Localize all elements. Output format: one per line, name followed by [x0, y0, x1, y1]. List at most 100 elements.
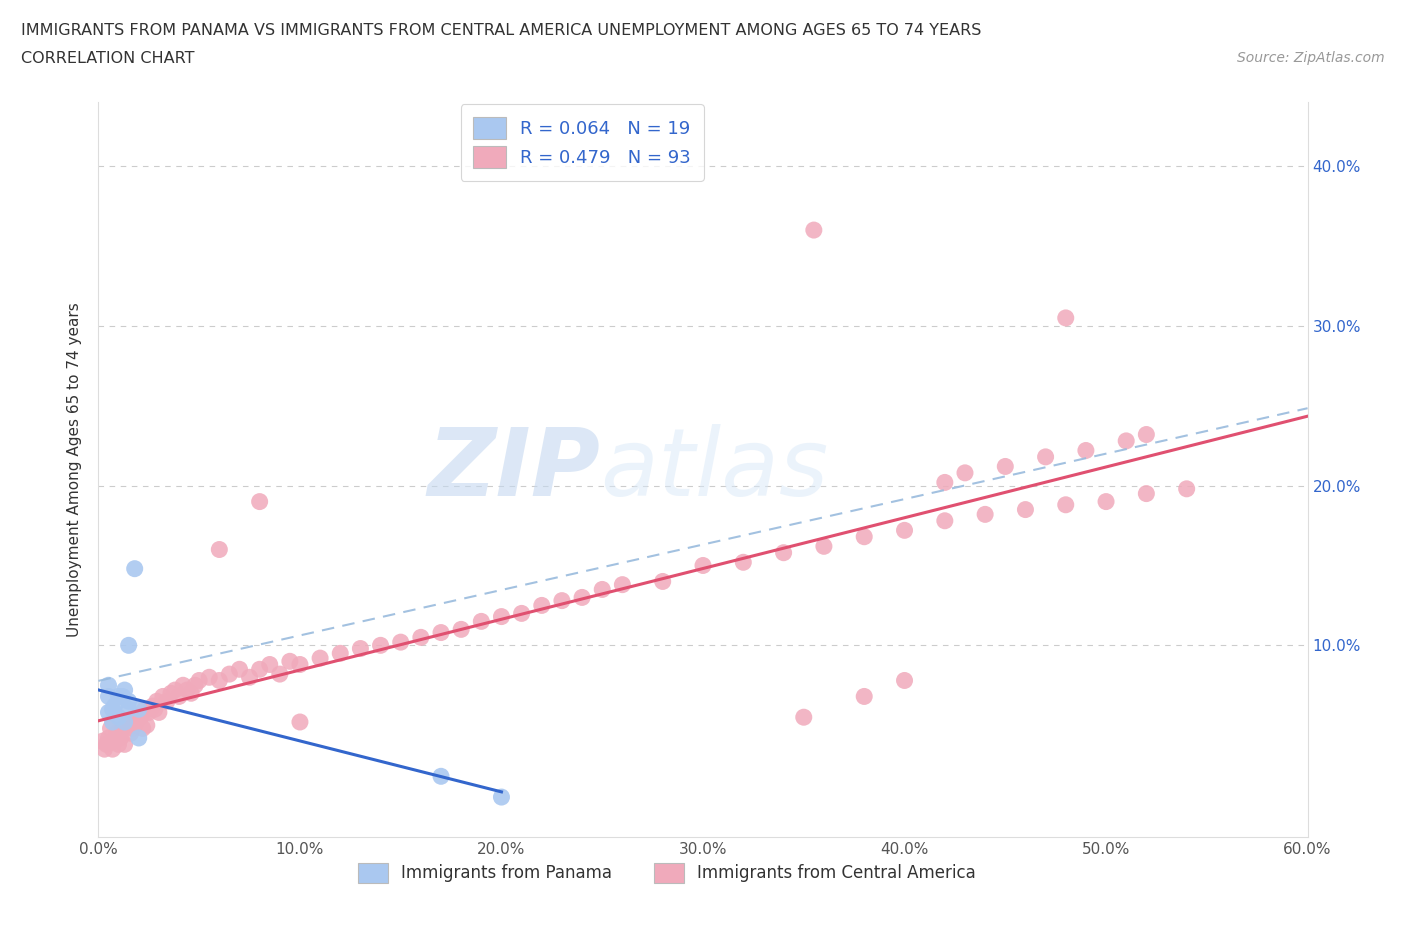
Point [128, 702, 150, 717]
Point [188, 673, 211, 688]
Point [259, 658, 281, 672]
Point [100, 721, 122, 736]
Point [893, 523, 915, 538]
Point [228, 662, 250, 677]
Point [853, 689, 876, 704]
Point [143, 702, 166, 717]
Point [470, 614, 492, 629]
Point [132, 721, 155, 736]
Point [107, 689, 129, 704]
Point [934, 475, 956, 490]
Point [184, 678, 207, 693]
Point [156, 694, 179, 709]
Point [1054, 498, 1077, 512]
Point [121, 721, 143, 736]
Point [167, 689, 190, 704]
Point [105, 725, 128, 740]
Point [172, 678, 194, 693]
Point [180, 685, 202, 700]
Point [1035, 449, 1057, 464]
Point [134, 702, 156, 717]
Point [409, 630, 432, 644]
Point [651, 574, 673, 589]
Point [249, 662, 271, 677]
Point [129, 710, 152, 724]
Point [148, 705, 170, 720]
Point [450, 622, 472, 637]
Point [114, 714, 136, 729]
Point [612, 578, 634, 592]
Point [107, 737, 129, 751]
Point [125, 714, 148, 729]
Point [146, 694, 169, 709]
Point [139, 702, 162, 717]
Point [1014, 502, 1036, 517]
Point [118, 702, 141, 717]
Point [733, 555, 755, 570]
Point [101, 714, 124, 729]
Point [803, 222, 825, 237]
Point [793, 710, 815, 724]
Point [491, 609, 513, 624]
Legend: Immigrants from Panama, Immigrants from Central America: Immigrants from Panama, Immigrants from … [346, 851, 987, 895]
Point [1135, 486, 1157, 501]
Point [176, 683, 198, 698]
Point [107, 710, 129, 724]
Point [1074, 443, 1097, 458]
Point [93, 742, 115, 757]
Point [135, 718, 157, 733]
Point [97, 731, 120, 746]
Point [97, 678, 120, 693]
Point [128, 710, 150, 724]
Point [510, 606, 533, 621]
Point [269, 667, 291, 682]
Point [430, 769, 453, 784]
Point [124, 718, 146, 733]
Point [160, 685, 183, 700]
Point [389, 634, 412, 649]
Point [115, 718, 138, 733]
Point [110, 731, 132, 746]
Point [101, 742, 124, 757]
Point [1115, 433, 1137, 448]
Point [1054, 311, 1077, 325]
Point [101, 702, 124, 717]
Point [813, 538, 835, 553]
Point [118, 714, 141, 729]
Point [772, 545, 794, 560]
Point [551, 593, 574, 608]
Point [91, 734, 114, 749]
Point [249, 494, 271, 509]
Point [530, 598, 553, 613]
Point [96, 737, 118, 751]
Text: atlas: atlas [600, 424, 828, 515]
Point [138, 705, 160, 720]
Point [208, 673, 231, 688]
Point [163, 683, 186, 698]
Text: ZIP: ZIP [427, 424, 600, 515]
Point [208, 542, 231, 557]
Text: CORRELATION CHART: CORRELATION CHART [21, 51, 194, 66]
Point [893, 673, 915, 688]
Point [1175, 482, 1198, 497]
Point [288, 714, 311, 729]
Point [309, 651, 332, 666]
Point [142, 698, 165, 713]
Point [1095, 494, 1118, 509]
Point [278, 654, 301, 669]
Point [994, 459, 1017, 474]
Text: Source: ZipAtlas.com: Source: ZipAtlas.com [1237, 51, 1385, 65]
Point [239, 670, 262, 684]
Point [118, 638, 141, 653]
Point [111, 721, 134, 736]
Point [692, 558, 714, 573]
Point [120, 725, 142, 740]
Point [853, 529, 876, 544]
Point [114, 683, 136, 698]
Point [591, 582, 613, 597]
Y-axis label: Unemployment Among Ages 65 to 74 years: Unemployment Among Ages 65 to 74 years [67, 302, 83, 637]
Point [97, 705, 120, 720]
Point [218, 667, 240, 682]
Point [114, 737, 136, 751]
Point [198, 670, 221, 684]
